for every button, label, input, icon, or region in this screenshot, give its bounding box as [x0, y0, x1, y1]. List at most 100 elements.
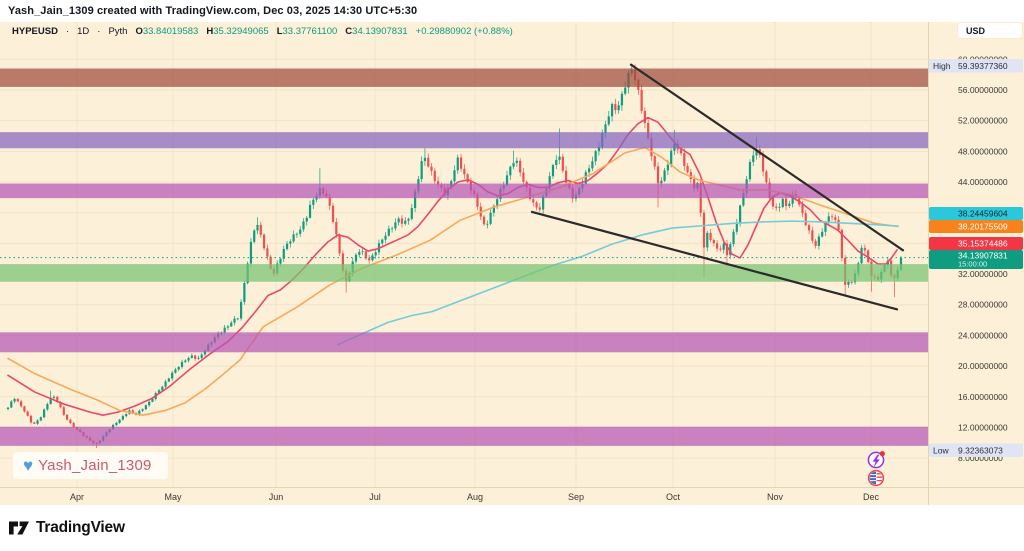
- alert-lightning-icon[interactable]: [867, 451, 885, 469]
- candle-body: [371, 255, 374, 261]
- price-zone[interactable]: [0, 426, 928, 446]
- candle-body: [660, 180, 663, 184]
- price-zone[interactable]: [0, 68, 928, 87]
- price-tick-label: 32.00000000: [958, 269, 1008, 279]
- time-tick-label: Sep: [568, 492, 584, 502]
- close-value: 34.13907831: [352, 26, 408, 37]
- candle-body: [62, 407, 65, 415]
- last-price-badge: [929, 250, 1023, 269]
- price-zone[interactable]: [0, 132, 928, 149]
- candle-body: [683, 153, 686, 166]
- candle-body: [121, 416, 125, 420]
- candle-body: [338, 234, 341, 254]
- candle-body: [125, 414, 128, 417]
- candle-body: [584, 172, 587, 184]
- tradingview-logo[interactable]: TradingView: [8, 518, 125, 538]
- candle-body: [292, 234, 295, 242]
- symbol-legend[interactable]: HYPEUSD · 1D · Pyth O33.84019583 H35.329…: [12, 26, 513, 37]
- candle-body: [10, 401, 13, 408]
- candle-body: [29, 415, 33, 423]
- candle-body: [203, 350, 207, 355]
- candle-body: [305, 217, 308, 222]
- candle-body: [39, 417, 42, 421]
- candle-body: [308, 204, 312, 218]
- low-value: 33.37761100: [282, 26, 338, 37]
- candle-body: [656, 166, 660, 184]
- high-chip: [929, 59, 1023, 73]
- candle-body: [565, 170, 568, 183]
- candle-body: [712, 240, 715, 244]
- price-zone[interactable]: [0, 264, 928, 282]
- author-watermark[interactable]: ♥ Yash_Jain_1309: [13, 452, 168, 479]
- candle-body: [59, 402, 62, 408]
- supply-demand-zones[interactable]: [0, 68, 928, 446]
- price-tick-label: 56.00000000: [958, 85, 1008, 95]
- candle-body: [840, 229, 843, 258]
- candle-body: [151, 398, 154, 402]
- candle-body: [197, 357, 200, 359]
- ma-slow-badge-value: 38.24459604: [958, 209, 1008, 219]
- candle-body: [279, 258, 282, 264]
- trendline[interactable]: [530, 210, 899, 311]
- candle-body: [492, 205, 495, 213]
- us-flag-event-icon[interactable]: [867, 469, 885, 487]
- candle-body: [427, 157, 430, 167]
- candle-body: [729, 244, 732, 256]
- low-chip-value: 9.32363073: [958, 446, 1003, 456]
- blue-heart-icon: ♥: [23, 456, 34, 475]
- candle-body: [233, 318, 236, 323]
- candle-body: [423, 157, 427, 162]
- candle-body: [725, 243, 729, 256]
- currency-toggle-button[interactable]: USD: [958, 23, 1022, 38]
- attribution-text: Yash_Jain_1309 created with TradingView.…: [8, 5, 418, 17]
- candle-body: [748, 161, 752, 180]
- attribution-bar: Yash_Jain_1309 created with TradingView.…: [0, 0, 1024, 22]
- time-tick-label: Apr: [70, 492, 84, 502]
- candle-body: [171, 372, 174, 379]
- candle-body: [505, 175, 509, 186]
- trendline[interactable]: [629, 63, 905, 252]
- candle-body: [381, 239, 384, 244]
- low-chip: [929, 443, 1023, 457]
- candle-body: [335, 221, 338, 235]
- candle-body: [594, 151, 597, 162]
- candle-body: [830, 216, 834, 218]
- candle-body: [837, 219, 840, 230]
- timeframe-label[interactable]: 1D: [77, 26, 90, 37]
- candle-body: [131, 410, 134, 413]
- candle-body: [899, 257, 903, 270]
- candle-body: [358, 251, 361, 255]
- high-chip-label: High: [933, 61, 951, 71]
- candle-body: [118, 419, 121, 423]
- candle-body: [295, 233, 299, 235]
- candle-body: [36, 420, 39, 424]
- symbol-name[interactable]: HYPEUSD: [12, 26, 58, 37]
- candle-body: [43, 409, 46, 418]
- candle-body: [827, 216, 830, 223]
- legend-separator: ·: [97, 26, 101, 37]
- candle-body: [157, 390, 161, 394]
- candle-body: [148, 401, 151, 406]
- ma-fast-badge-value: 35.15374486: [958, 239, 1008, 249]
- candle-body: [775, 206, 778, 208]
- candle-body: [486, 223, 489, 225]
- candle-body: [778, 207, 781, 208]
- candle-body: [262, 234, 266, 249]
- ma-mid-badge-value: 38.20175509: [958, 222, 1008, 232]
- candle-body: [194, 355, 197, 359]
- tradingview-logo-text: TradingView: [36, 519, 125, 536]
- candle-body: [249, 241, 253, 264]
- chart-pane[interactable]: 8.00000000 12.00000000 16.00000000 20.00000…: [0, 22, 1024, 505]
- price-tick-label: 12.00000000: [958, 422, 1008, 432]
- candle-body: [604, 124, 607, 133]
- trendlines[interactable]: [530, 63, 905, 311]
- candle-body: [184, 360, 187, 362]
- candle-body: [791, 194, 794, 204]
- price-chart-canvas[interactable]: 8.00000000 12.00000000 16.00000000 20.00000…: [0, 22, 1024, 505]
- price-zone[interactable]: [0, 332, 928, 353]
- price-zone[interactable]: [0, 183, 928, 199]
- candle-body: [413, 191, 417, 209]
- price-tick-label: 24.00000000: [958, 330, 1008, 340]
- candle-body: [686, 165, 689, 173]
